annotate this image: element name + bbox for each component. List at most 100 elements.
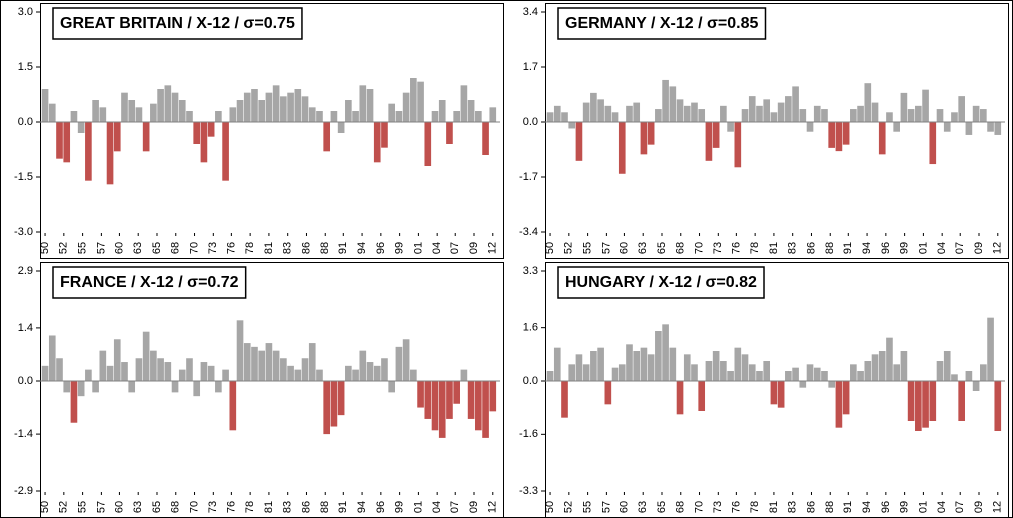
x-tick-label: 68 [170,501,182,513]
x-tick-label: 99 [394,501,406,513]
bar [330,381,338,427]
x-tick-label: 99 [899,242,911,254]
bar [272,350,280,381]
bar [482,381,489,438]
bar [915,381,922,431]
x-tick-label: 65 [151,501,163,513]
bar [626,344,633,381]
bar [113,339,121,381]
x-tick-label: 70 [188,501,200,513]
y-tick-label: 0.0 [523,375,538,387]
bar [135,358,143,381]
chart-title: GREAT BRITAIN / X-12 / σ=0.75 [60,15,295,32]
bar [316,369,323,381]
bar [756,105,763,122]
chart-title: GERMANY / X-12 / σ=0.85 [565,15,758,32]
x-tick-label: 60 [113,242,125,254]
x-tick-label: 78 [749,501,761,513]
bar [553,105,561,122]
bar [575,122,583,161]
bar [366,362,374,381]
bar [236,100,244,122]
x-tick-label: 57 [95,242,107,254]
x-tick-label: 63 [637,501,649,513]
bar [373,365,381,381]
y-tick-label: 2.9 [18,265,33,277]
bar [907,109,915,122]
x-tick-label: 60 [618,501,630,513]
bar [186,358,193,381]
bar [915,105,922,122]
bar [135,107,143,122]
bar [936,361,944,381]
bar [265,343,273,381]
panel: -3.0 -1.5 0.0 1.5 3.0 50 52 55 57 60 63 65 68 70 73 76 7… [14,3,504,259]
bar [99,350,107,381]
bar [741,354,749,381]
bar [410,369,417,381]
bar [345,100,352,122]
bar [582,364,590,381]
bar [294,369,302,381]
y-tick-label: 3.0 [18,6,33,18]
x-tick-label: 09 [468,501,480,513]
x-tick-label: 09 [973,242,985,254]
bar [373,122,381,163]
x-tick-label: 04 [936,242,948,254]
bar [85,369,92,381]
x-tick-label: 88 [319,501,331,513]
title-box [557,266,765,299]
x-tick-label: 73 [712,242,724,254]
bar [215,111,222,122]
bar [417,381,424,408]
bar [301,358,309,381]
bar [157,358,164,381]
bar [683,354,691,381]
bar [467,381,475,419]
bar [475,381,482,431]
bar [720,105,727,122]
x-tick-label: 52 [58,501,70,513]
bar [63,122,71,163]
x-tick-label: 04 [936,501,948,513]
bar [417,81,424,122]
bar [106,122,114,185]
x-tick-label: 73 [712,501,724,513]
y-tick-label: -1.4 [14,428,33,440]
bar [142,331,150,381]
bar [287,92,294,122]
bar [590,351,597,381]
bar [712,122,720,148]
bar [965,122,973,135]
bar [251,346,258,381]
bar [48,335,56,381]
bar [662,324,669,381]
x-tick-label: 01 [412,242,424,254]
bar [467,100,475,122]
x-tick-label: 57 [95,501,107,513]
x-tick-label: 57 [600,242,612,254]
bar [546,112,554,122]
bar [929,122,937,165]
x-tick-label: 57 [600,501,612,513]
bar [618,364,626,381]
title-box [52,266,247,299]
bar [640,347,648,381]
x-tick-label: 65 [656,242,668,254]
y-tick-label: -1.7 [519,171,538,183]
bar [813,105,821,122]
bar [734,347,742,381]
y-tick-label: -1.5 [14,171,33,183]
bar [821,109,828,122]
bar [345,365,352,381]
bar [243,92,251,122]
bar [943,351,951,381]
bar [395,111,403,122]
bar [943,122,951,132]
bar [128,381,136,393]
x-tick-label: 81 [263,242,275,254]
x-tick-label: 81 [263,501,275,513]
x-tick-label: 65 [151,242,163,254]
bar [972,381,980,391]
bar [893,122,901,132]
